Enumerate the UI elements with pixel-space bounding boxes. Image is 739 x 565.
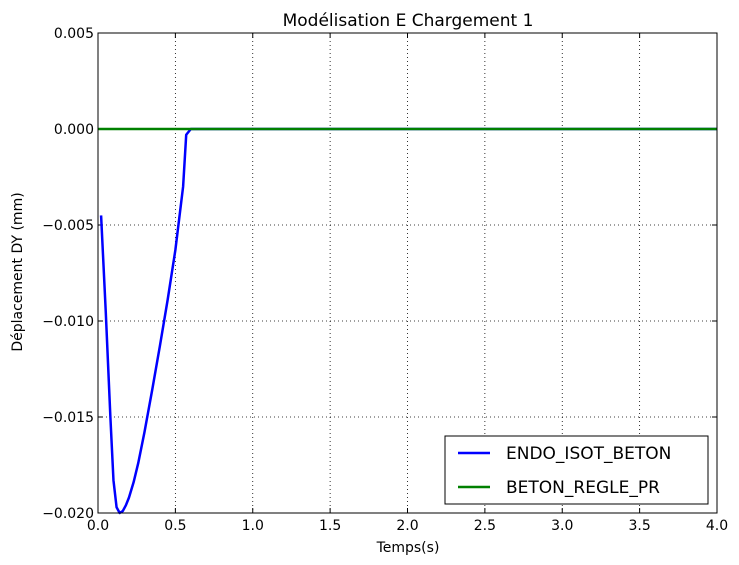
x-tick-label: 3.5 xyxy=(628,518,650,534)
x-tick-label: 2.5 xyxy=(474,518,496,534)
y-tick-label: −0.005 xyxy=(42,218,94,234)
x-tick-label: 1.0 xyxy=(242,518,264,534)
x-tick-label: 1.5 xyxy=(319,518,341,534)
y-tick-label: 0.000 xyxy=(54,122,94,138)
y-tick-label: 0.005 xyxy=(54,26,94,42)
y-axis-ticks: 0.005 0.000 −0.005 −0.010 −0.015 −0.020 xyxy=(42,26,717,522)
x-tick-label: 0.5 xyxy=(164,518,186,534)
plot-frame xyxy=(97,32,718,514)
x-tick-label: 4.0 xyxy=(706,518,728,534)
legend-label-beton-regle-pr: BETON_REGLE_PR xyxy=(506,478,660,498)
y-tick-label: −0.020 xyxy=(42,506,94,522)
grid xyxy=(97,32,718,514)
legend-box xyxy=(444,435,709,505)
y-tick-label: −0.010 xyxy=(42,314,94,330)
x-tick-label: 0.0 xyxy=(87,518,109,534)
series-layer xyxy=(98,127,717,515)
x-axis-label: Temps(s) xyxy=(376,540,440,556)
x-tick-label: 3.0 xyxy=(551,518,573,534)
chart-title: Modélisation E Chargement 1 xyxy=(283,11,534,31)
y-axis-label: Déplacement DY (mm) xyxy=(10,192,26,351)
x-tick-label: 2.0 xyxy=(396,518,418,534)
y-tick-label: −0.015 xyxy=(42,410,94,426)
legend-label-endo-isot-beton: ENDO_ISOT_BETON xyxy=(506,444,671,464)
legend: ENDO_ISOT_BETON BETON_REGLE_PR xyxy=(444,435,709,505)
x-axis-ticks: 0.0 0.5 1.0 1.5 2.0 2.5 3.0 3.5 4.0 xyxy=(87,33,728,534)
